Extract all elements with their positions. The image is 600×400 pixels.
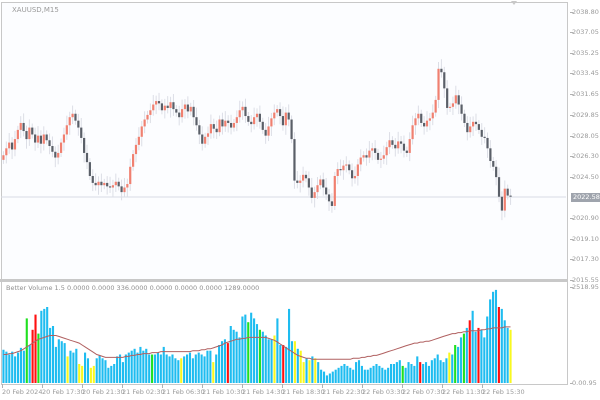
price-tick-label: 2518.95 xyxy=(570,283,599,291)
price-chart-pane[interactable]: XAUUSD,M15 xyxy=(1,2,568,280)
price-tick-label: 2037.05 xyxy=(570,28,599,36)
time-axis[interactable]: 20 Feb 2024 20 Feb 17:30 20 Feb 21:30 21 Fe… xyxy=(0,384,568,400)
price-tick-label: 2019.10 xyxy=(570,235,599,243)
current-price-label: 2022.58 xyxy=(571,193,600,202)
time-tick-label: 22 Feb 03:30 xyxy=(362,384,405,396)
time-tick-label: 22 Feb 15:30 xyxy=(482,384,525,396)
pane-splitter[interactable] xyxy=(0,279,568,282)
time-tick-label: 20 Feb 21:30 xyxy=(82,384,125,396)
price-tick-label: 2015.55 xyxy=(570,276,599,284)
price-tick-label: 2026.30 xyxy=(570,152,599,160)
price-tick-label: 2024.50 xyxy=(570,173,599,181)
price-tick-label: 2031.65 xyxy=(570,90,599,98)
indicator-label: Better Volume 1.5 0.0000 0.0000 336.0000… xyxy=(6,284,260,292)
time-tick-label: 21 Feb 06:30 xyxy=(162,384,205,396)
price-tick-label: 2035.25 xyxy=(570,49,599,57)
time-tick-label: 21 Feb 02:30 xyxy=(122,384,165,396)
price-tick-label: 2020.90 xyxy=(570,214,599,222)
time-tick-label: 21 Feb 18:30 xyxy=(282,384,325,396)
price-axis[interactable]: 2022.58 2038.80 2037.05 2035.25 2033.45 2031… xyxy=(568,0,600,400)
time-tick-label: 22 Feb 11:30 xyxy=(442,384,485,396)
time-tick-label: 20 Feb 17:30 xyxy=(42,384,85,396)
price-tick-label: 0.00.95 xyxy=(570,379,597,387)
price-tick-label: 2017.30 xyxy=(570,255,599,263)
price-tick-label: 2038.80 xyxy=(570,8,599,16)
time-tick-label: 21 Feb 14:30 xyxy=(242,384,285,396)
symbol-timeframe-label: XAUUSD,M15 xyxy=(12,6,59,14)
candlestick-series xyxy=(1,59,566,383)
price-tick-label: 2033.45 xyxy=(570,69,599,77)
time-tick-label: 21 Feb 10:30 xyxy=(202,384,245,396)
time-tick-label: 22 Feb 07:30 xyxy=(402,384,445,396)
chart-shift-marker-icon[interactable] xyxy=(511,1,517,5)
time-tick-label: 20 Feb 2024 xyxy=(2,384,43,396)
time-tick-label: 21 Feb 22:30 xyxy=(322,384,365,396)
price-tick-label: 2028.05 xyxy=(570,132,599,140)
price-tick-label: 2029.85 xyxy=(570,111,599,119)
